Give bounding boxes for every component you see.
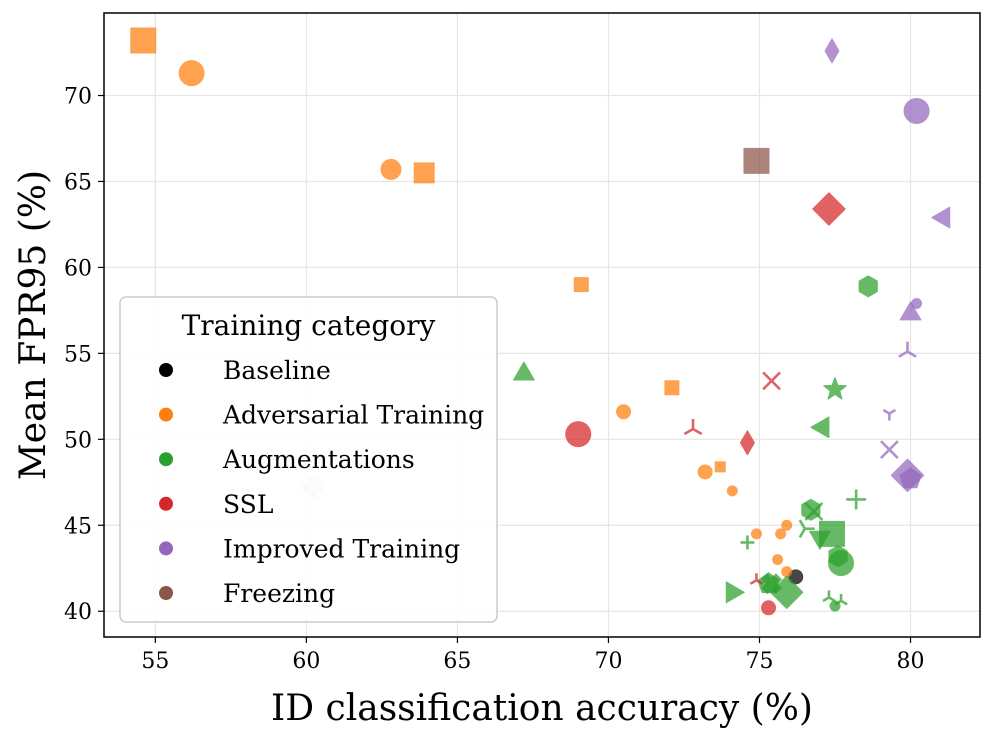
data-point xyxy=(882,408,897,421)
data-point xyxy=(931,206,951,229)
data-point xyxy=(762,371,781,391)
legend-swatch xyxy=(159,586,173,600)
legend-swatch xyxy=(159,407,173,422)
series-freezing xyxy=(743,147,770,174)
data-point xyxy=(739,430,755,456)
y-tick-label: 50 xyxy=(64,428,92,453)
x-axis-label: ID classification accuracy (%) xyxy=(271,688,813,729)
data-point xyxy=(798,519,815,539)
data-point xyxy=(879,440,899,460)
plot-frame xyxy=(103,12,981,638)
y-axis-label: Mean FPR95 (%) xyxy=(13,170,54,480)
legend-box xyxy=(119,296,498,623)
legend-label: Adversarial Training xyxy=(222,401,484,430)
data-point xyxy=(899,467,922,489)
data-point xyxy=(781,519,793,531)
legend-swatch xyxy=(159,363,173,377)
data-point xyxy=(769,575,804,610)
data-point xyxy=(761,600,777,616)
data-point xyxy=(750,528,762,540)
legend-entry: Improved Training xyxy=(159,534,460,563)
data-point xyxy=(740,535,755,550)
data-point xyxy=(828,550,855,577)
y-tick-label: 65 xyxy=(64,170,92,195)
y-tick-label: 40 xyxy=(64,600,92,625)
x-tick-label: 55 xyxy=(141,649,169,674)
legend-entry: Freezing xyxy=(159,579,335,608)
legend-label: Improved Training xyxy=(223,534,460,563)
data-points xyxy=(130,27,951,616)
legend-entry: Adversarial Training xyxy=(159,401,484,430)
data-point xyxy=(130,27,157,54)
data-point xyxy=(573,277,589,293)
x-tick-label: 75 xyxy=(745,649,773,674)
legend-swatch xyxy=(159,541,173,556)
data-point xyxy=(903,97,930,124)
legend-label: Augmentations xyxy=(222,445,415,474)
data-point xyxy=(714,461,726,473)
legend-swatch xyxy=(159,452,173,467)
legend: Training category Baseline Adversarial Tr… xyxy=(119,296,498,623)
data-point xyxy=(512,361,535,381)
legend-title: Training category xyxy=(182,309,436,342)
data-point xyxy=(616,404,632,420)
data-point xyxy=(683,419,703,436)
y-tick-label: 60 xyxy=(64,256,92,281)
data-point xyxy=(812,192,846,226)
data-point xyxy=(858,275,878,298)
data-point xyxy=(822,590,836,603)
data-point xyxy=(749,573,764,585)
data-point xyxy=(899,301,922,321)
data-point xyxy=(781,566,793,578)
legend-entries: Baseline Adversarial Training Augmentation… xyxy=(159,356,484,608)
data-point xyxy=(380,158,402,180)
legend-label: SSL xyxy=(223,490,273,519)
legend-entry: SSL xyxy=(159,490,273,519)
data-point xyxy=(725,581,745,604)
data-point xyxy=(846,489,867,510)
data-point xyxy=(775,528,787,540)
data-point xyxy=(788,569,804,585)
data-point xyxy=(726,485,738,497)
data-point xyxy=(818,520,845,547)
x-tick-label: 60 xyxy=(292,649,320,674)
data-point xyxy=(824,38,840,64)
series-adversarial-training xyxy=(130,27,793,578)
data-point xyxy=(804,502,824,521)
data-point xyxy=(178,60,205,87)
y-tick-label: 55 xyxy=(64,342,92,367)
legend-label: Baseline xyxy=(223,356,331,385)
series-improved-training xyxy=(824,38,951,493)
legend-entry: Augmentations xyxy=(159,445,415,474)
x-tick-label: 70 xyxy=(594,649,622,674)
x-tick-label: 80 xyxy=(897,649,925,674)
data-point xyxy=(565,421,592,448)
y-tick-label: 45 xyxy=(64,514,92,539)
data-point xyxy=(823,376,847,400)
data-point xyxy=(413,162,435,184)
series-ssl xyxy=(565,192,846,616)
data-point xyxy=(772,554,784,566)
data-point xyxy=(697,464,713,480)
data-point xyxy=(743,147,770,174)
data-point xyxy=(834,593,848,606)
axis-ticks: 55 60 65 70 75 80 40 45 50 55 60 65 70 xyxy=(64,85,925,674)
legend-label: Freezing xyxy=(223,579,335,608)
legend-entry: Baseline xyxy=(159,356,331,385)
series-baseline xyxy=(788,569,804,585)
data-point xyxy=(664,380,680,396)
data-point xyxy=(810,416,830,439)
y-tick-label: 70 xyxy=(64,85,92,110)
legend-swatch xyxy=(159,496,173,511)
data-point xyxy=(898,341,917,358)
x-tick-label: 65 xyxy=(443,649,471,674)
